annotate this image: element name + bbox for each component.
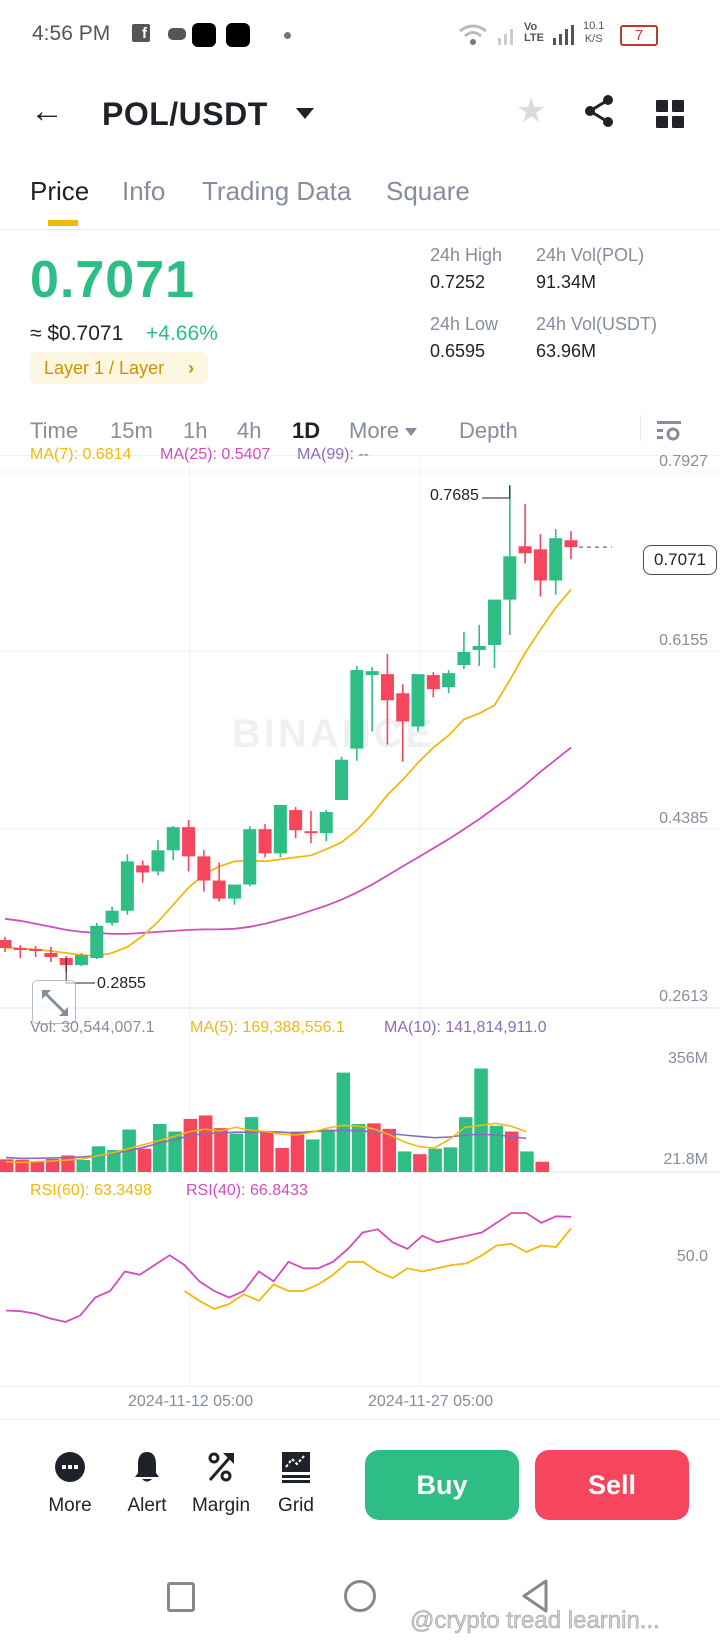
price-axis-label: 0.4385 xyxy=(659,810,708,827)
wifi-icon xyxy=(459,24,487,45)
star-icon[interactable]: ★ xyxy=(516,92,547,130)
price-axis-label: 0.2613 xyxy=(659,988,708,1005)
sell-button[interactable]: Sell xyxy=(535,1450,689,1520)
tab-price[interactable]: Price xyxy=(30,176,90,206)
caret-down-icon xyxy=(405,428,418,437)
signal-icon xyxy=(553,25,574,45)
date-axis: 2024-11-12 05:00 2024-11-27 05:00 xyxy=(0,1386,720,1420)
price-axis-label: 0.6155 xyxy=(659,632,708,649)
caret-down-icon[interactable] xyxy=(296,108,314,119)
battery-icon: 7 xyxy=(620,25,658,46)
date-axis-label: 2024-11-12 05:00 xyxy=(128,1393,254,1410)
last-price: 0.7071 xyxy=(30,251,196,309)
interval-4h[interactable]: 4h xyxy=(237,418,262,443)
bell-icon xyxy=(135,1452,159,1482)
header: ← POL/USDT ★ xyxy=(0,80,720,150)
category-tag[interactable]: Layer 1 / Layer › xyxy=(30,352,209,384)
volume-ma10-legend: MA(10): 141,814,911.0 xyxy=(384,1019,547,1036)
more-button[interactable]: More xyxy=(35,1450,105,1517)
expand-arrows-icon xyxy=(42,990,68,1016)
current-price-tag: 0.7071 xyxy=(643,545,717,575)
notification-icon xyxy=(226,23,250,47)
interval-time[interactable]: Time xyxy=(30,418,79,443)
tab-bar: Price Info Trading Data Square xyxy=(0,168,720,230)
date-axis-label: 2024-11-27 05:00 xyxy=(368,1393,494,1410)
margin-percent-icon xyxy=(208,1452,234,1482)
chart-settings-icon[interactable] xyxy=(656,420,682,442)
high-24h-label: 24h High xyxy=(430,245,503,265)
alert-label: Alert xyxy=(127,1495,167,1516)
network-speed-unit: K/S xyxy=(584,33,603,45)
grid-icon[interactable] xyxy=(656,100,684,128)
recent-apps-icon[interactable] xyxy=(167,1582,195,1612)
signal-weak-icon xyxy=(498,29,513,45)
bottom-action-bar: More Alert Margin Grid xyxy=(0,1450,720,1550)
system-nav-bar xyxy=(0,1560,720,1640)
low-24h-label: 24h Low xyxy=(430,314,499,334)
alert-button[interactable]: Alert xyxy=(112,1450,182,1517)
interval-15m[interactable]: 15m xyxy=(110,418,153,443)
expand-chart-button[interactable] xyxy=(32,980,76,1024)
network-speed-value: 10.1 xyxy=(583,20,605,32)
rsi60-legend: RSI(60): 63.3498 xyxy=(30,1182,152,1199)
price-chart[interactable] xyxy=(0,460,720,1385)
watermark-credit: @crypto tread learnin... xyxy=(410,1607,660,1635)
back-arrow-icon[interactable]: ← xyxy=(30,92,64,130)
volte-label: Vo LTE xyxy=(524,21,544,44)
grid-label: Grid xyxy=(278,1495,314,1516)
vol-quote-label: 24h Vol(USDT) xyxy=(536,314,658,334)
volume-legend: Vol: 30,544,007.1 xyxy=(30,1019,155,1036)
nav-back-icon[interactable] xyxy=(520,1578,550,1614)
volume-axis-label: 356M xyxy=(667,1050,708,1067)
facebook-icon: f xyxy=(132,24,150,42)
pair-title[interactable]: POL/USDT xyxy=(102,96,268,132)
volume-axis-label: 21.8M xyxy=(663,1151,708,1168)
chevron-right-icon: › xyxy=(188,358,195,378)
volume-ma5-legend: MA(5): 169,388,556.1 xyxy=(190,1019,345,1036)
tab-trading-data[interactable]: Trading Data xyxy=(202,176,352,206)
notification-icon xyxy=(192,23,216,47)
price-axis-label: 0.7927 xyxy=(659,453,708,470)
interval-depth[interactable]: Depth xyxy=(459,418,518,443)
interval-bar: Time 15m 1h 4h 1D More Depth xyxy=(0,400,720,456)
price-change-percent: +4.66% xyxy=(146,322,218,345)
tab-square[interactable]: Square xyxy=(386,176,470,206)
interval-more-label: More xyxy=(349,418,400,443)
buy-button[interactable]: Buy xyxy=(365,1450,519,1520)
ma25-legend: MA(25): 0.5407 xyxy=(160,446,271,463)
interval-1d[interactable]: 1D xyxy=(292,418,321,443)
low-24h-value: 0.6595 xyxy=(430,341,486,361)
interval-more[interactable]: More xyxy=(349,418,418,444)
ma99-legend: MA(99): -- xyxy=(297,446,369,463)
status-bar: 4:56 PM f Vo LTE 10.1 K/S 7 xyxy=(0,0,720,72)
home-icon[interactable] xyxy=(344,1580,376,1612)
network-speed: 10.1 K/S xyxy=(583,20,604,46)
tab-info[interactable]: Info xyxy=(122,176,166,206)
high-marker-label: 0.7685 xyxy=(430,487,479,504)
ma7-legend: MA(7): 0.6814 xyxy=(30,446,132,463)
approx-usd-price: ≈ $0.7071 xyxy=(30,322,124,345)
margin-button[interactable]: Margin xyxy=(186,1450,256,1517)
margin-label: Margin xyxy=(191,1495,251,1516)
high-24h-value: 0.7252 xyxy=(430,272,486,292)
category-tag-label: Layer 1 / Layer xyxy=(44,358,165,378)
divider xyxy=(640,415,641,441)
more-label: More xyxy=(48,1495,92,1516)
vol-base-value: 91.34M xyxy=(536,272,597,292)
vol-base-label: 24h Vol(POL) xyxy=(536,245,645,265)
rsi-axis-label: 50.0 xyxy=(676,1248,708,1265)
more-notifications-dot-icon xyxy=(284,32,291,39)
share-icon[interactable] xyxy=(583,94,615,128)
gamepad-icon xyxy=(168,28,186,40)
grid-trading-icon xyxy=(282,1452,310,1483)
grid-trading-button[interactable]: Grid xyxy=(261,1450,331,1517)
status-time: 4:56 PM xyxy=(32,22,111,45)
vol-quote-value: 63.96M xyxy=(536,341,597,361)
more-dots-icon xyxy=(55,1452,85,1482)
rsi40-legend: RSI(40): 66.8433 xyxy=(186,1182,308,1199)
low-marker-label: 0.2855 xyxy=(97,975,146,992)
interval-1h[interactable]: 1h xyxy=(183,418,208,443)
active-tab-indicator xyxy=(48,220,78,226)
